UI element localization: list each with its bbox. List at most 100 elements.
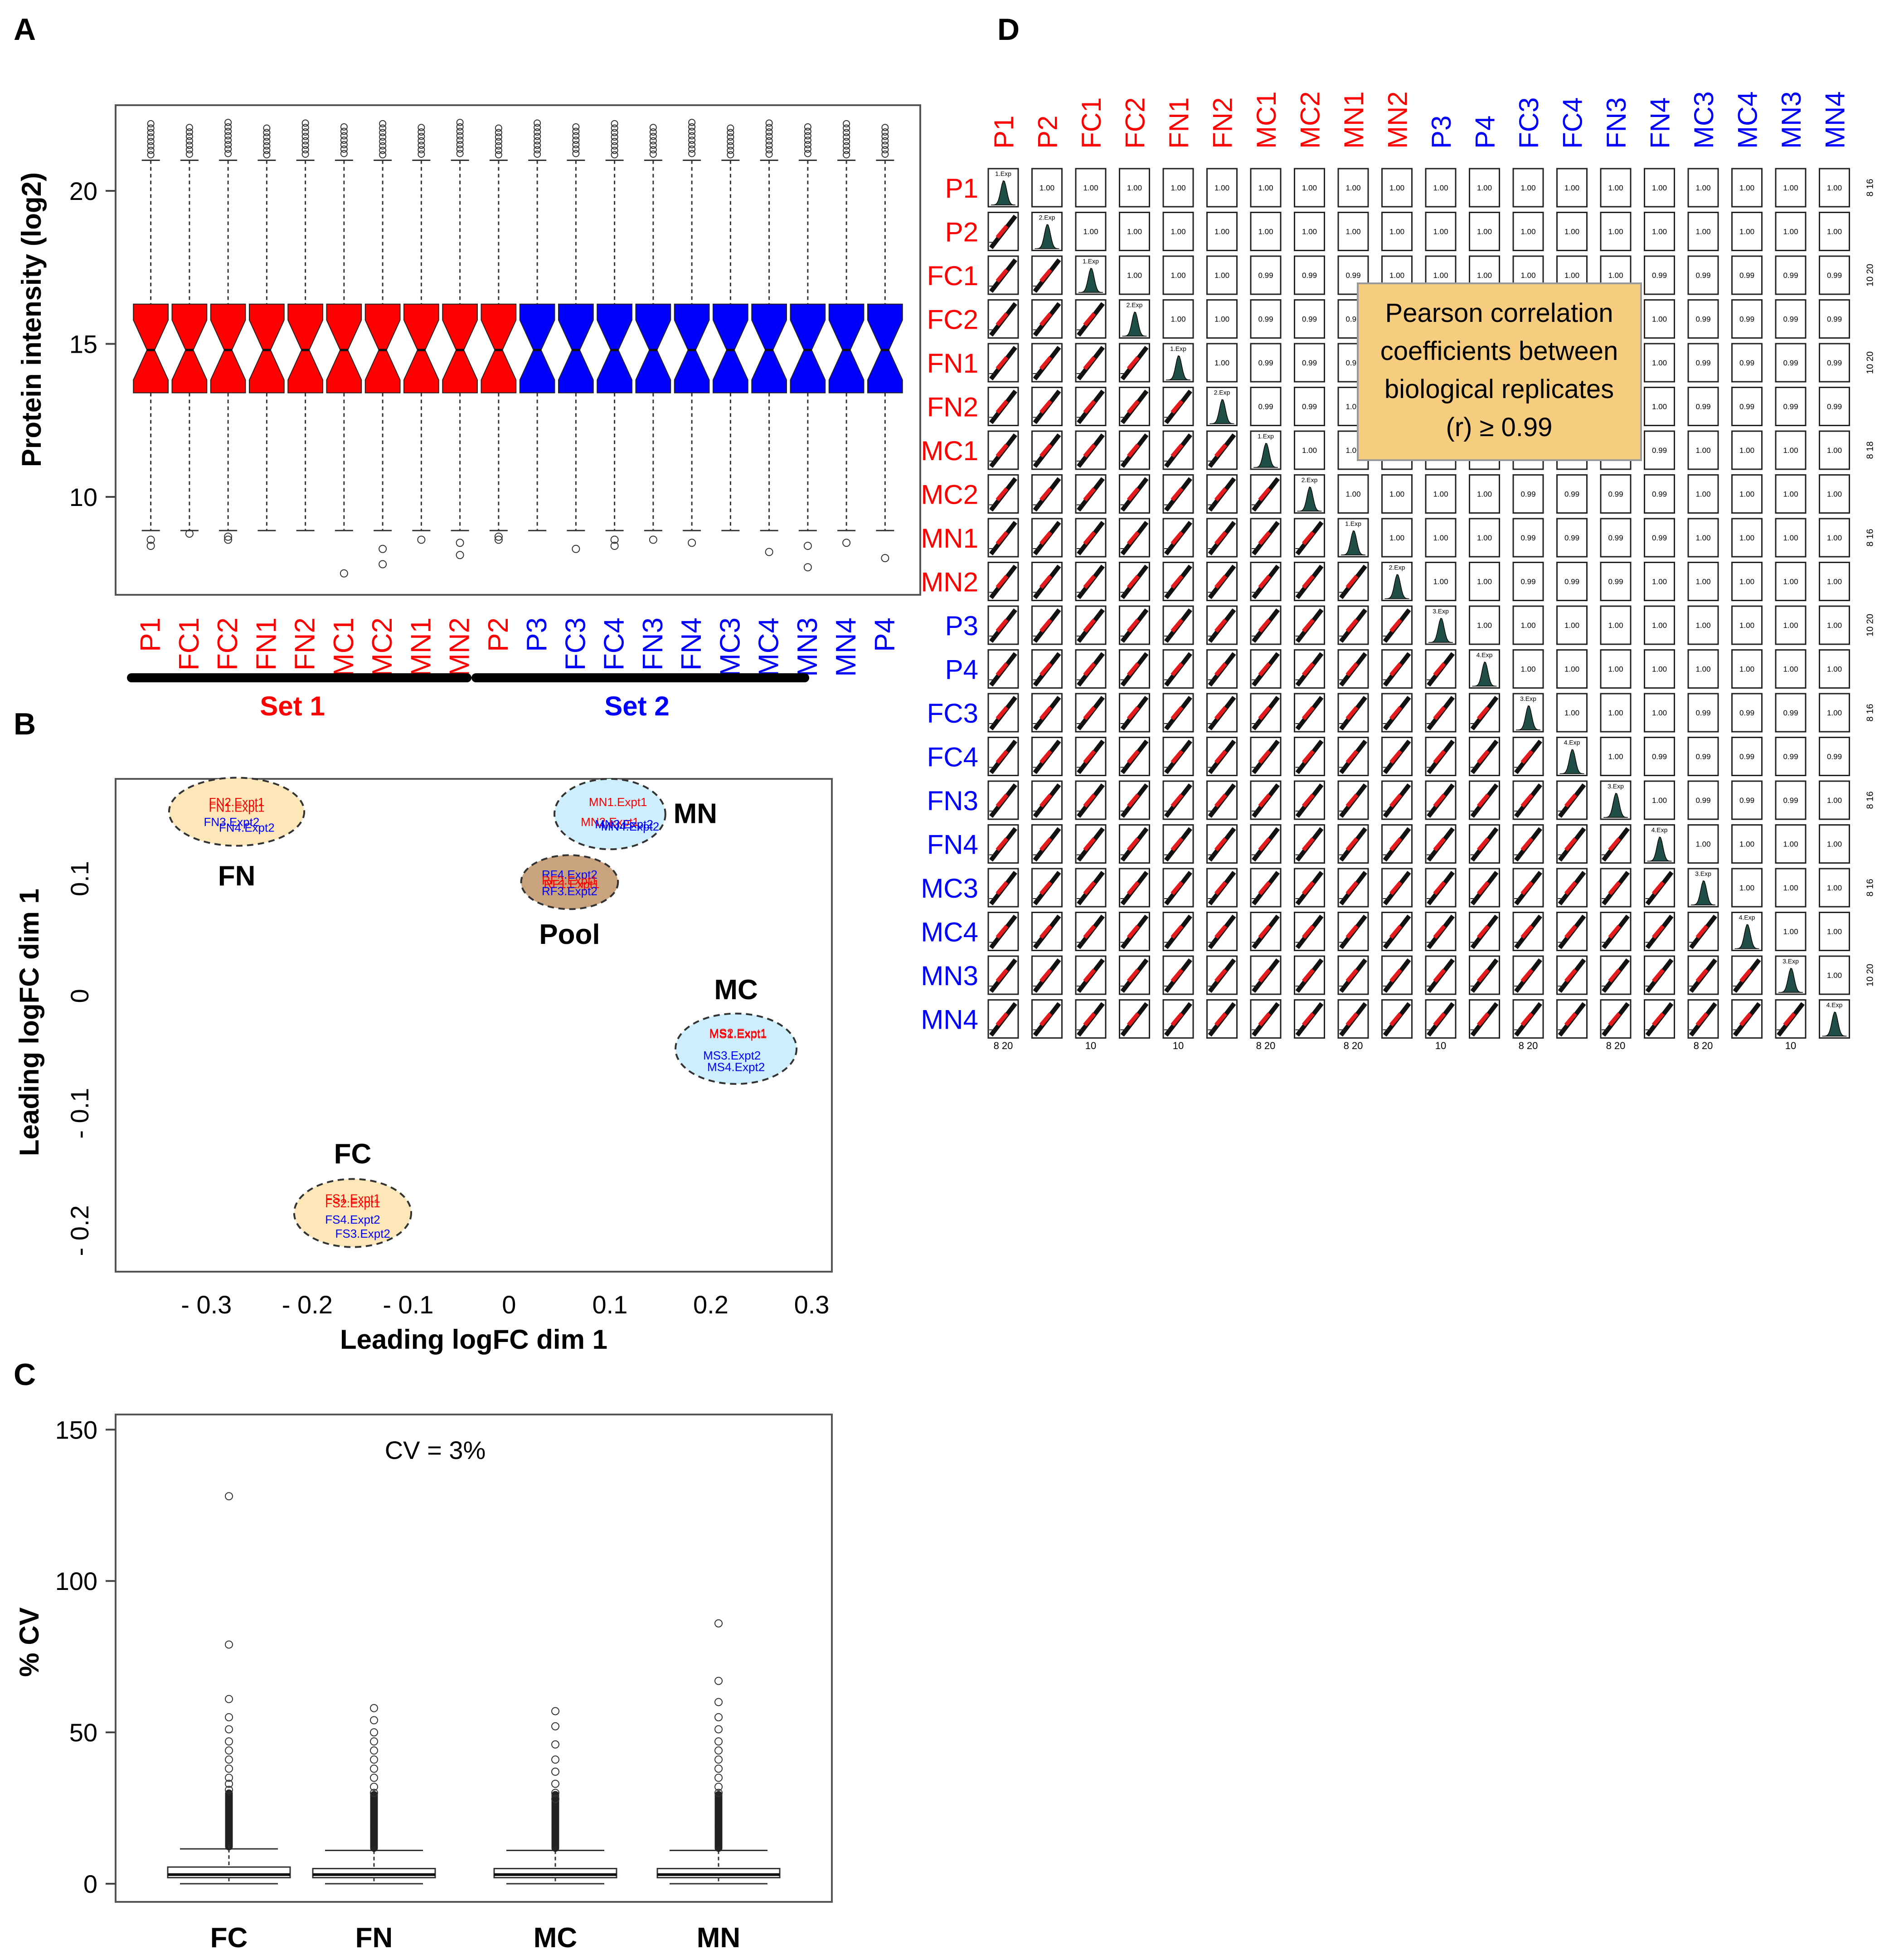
outlier-point (881, 132, 889, 140)
pairs-bottom-axis-label: 8 20 (1694, 1040, 1713, 1051)
correlation-value: 1.00 (1433, 534, 1448, 542)
outlier-point (843, 124, 850, 132)
diagonal-label: 2.Exp (1302, 476, 1318, 484)
outlier-point (534, 119, 541, 127)
scatter-fit-line (1171, 837, 1184, 851)
outlier-point (370, 1789, 378, 1797)
sample-label: MN3 (792, 617, 823, 677)
panel-d-pairs-matrix: P1 P1 1.Exp 1.00 1.00 1.00 1.00 1.00 1.00 1.00 1.0… (921, 91, 1875, 1051)
pairs-cell (1600, 605, 1632, 645)
outlier-point (225, 1746, 233, 1755)
scatter-fit-line (1345, 881, 1359, 895)
scatter-fit-line (1302, 793, 1315, 808)
outlier-point (551, 1707, 559, 1716)
correlation-value: 1.00 (1695, 534, 1710, 542)
outlier-point (418, 124, 425, 131)
pairs-row-label: FC3 (927, 698, 978, 729)
pairs-cell (1381, 212, 1413, 251)
pairs-col-label: FN1 (1164, 97, 1194, 149)
outlier-point (495, 124, 502, 132)
scatter-fit-line (1083, 399, 1096, 414)
correlation-value: 1.00 (1564, 228, 1579, 236)
diagonal-label: 4.Exp (1651, 826, 1668, 834)
correlation-value: 1.00 (1433, 578, 1448, 586)
outlier-point (572, 127, 580, 135)
scatter-fit-line (1433, 706, 1446, 720)
scatter-fit-line (1302, 618, 1315, 633)
scatter-fit-line (1345, 662, 1359, 676)
correlation-value: 0.99 (1520, 578, 1535, 586)
pairs-cell (1775, 562, 1807, 601)
outlier-point (551, 1789, 559, 1797)
outlier-point (611, 146, 618, 154)
correlation-value: 1.00 (1739, 490, 1754, 499)
pairs-cell (1337, 518, 1369, 558)
sample-point-label: FN3.Expt2 (204, 815, 260, 829)
correlation-value: 1.00 (1477, 621, 1492, 630)
scatter-fit-line (1345, 706, 1359, 720)
sample-point-label: FN2.Expt1 (209, 795, 265, 809)
sample-point-label: MS1.Expt1 (709, 1027, 767, 1041)
correlation-value: 0.99 (1695, 271, 1710, 280)
pairs-cell (1687, 168, 1719, 208)
outlier-point (765, 146, 773, 154)
scatter-fit-line (1214, 487, 1227, 501)
scatter-fit-line (996, 356, 1009, 370)
outlier-point (495, 129, 502, 136)
density-curve (1822, 1011, 1847, 1037)
outlier-point (804, 145, 811, 153)
pairs-cell (1556, 168, 1588, 208)
scatter-fit-line (1564, 881, 1577, 895)
correlation-value: 1.00 (1739, 621, 1754, 630)
scatter-fit-line (1083, 618, 1096, 633)
outlier-point (225, 1774, 233, 1782)
notched-box (442, 303, 478, 394)
pairs-row-label: FN2 (927, 392, 978, 423)
correlation-value: 1.00 (1827, 621, 1842, 630)
cv-box (656, 1868, 781, 1879)
sample-point-label: RF1.Expt1 (544, 877, 599, 891)
density-curve (1122, 311, 1147, 337)
pairs-cell (1119, 168, 1150, 208)
diagonal-label: 1.Exp (1258, 433, 1274, 440)
pairs-cell (1469, 168, 1500, 208)
correlation-value: 0.99 (1652, 490, 1667, 499)
scatter-fit-line (1608, 837, 1621, 851)
outlier-point (804, 150, 811, 157)
notched-box (403, 303, 439, 394)
notched-box (790, 303, 826, 394)
scatter-fit-line (996, 924, 1009, 939)
correlation-value: 1.00 (1652, 621, 1667, 630)
pairs-col-label: FC2 (1120, 97, 1151, 149)
outlier-point (225, 1779, 233, 1788)
correlation-value: 1.00 (1127, 271, 1142, 280)
density-curve (1559, 749, 1584, 774)
correlation-value: 0.99 (1695, 403, 1710, 411)
density-curve (1472, 661, 1497, 687)
pairs-row-label: FC2 (927, 305, 978, 335)
group-ellipse-pool (520, 854, 619, 910)
pairs-cell (1644, 562, 1675, 601)
outlier-point (843, 120, 850, 127)
notched-box (210, 303, 246, 394)
pairs-col-label: P2 (1033, 116, 1063, 149)
pairs-row-label: MN1 (921, 523, 978, 554)
outlier-point (714, 1746, 723, 1755)
pairs-right-axis-label: 10 20 (1865, 964, 1875, 987)
outlier-point (225, 1725, 233, 1734)
correlation-value: 0.99 (1739, 315, 1754, 324)
pairs-cell (1687, 212, 1719, 251)
outlier-point (610, 535, 619, 544)
scatter-fit-line (1171, 399, 1184, 414)
correlation-value: 1.00 (1214, 359, 1229, 367)
outlier-point (572, 132, 580, 140)
outlier-point (881, 151, 889, 158)
pairs-cell (1731, 212, 1763, 251)
scatter-fit-line (1083, 487, 1096, 501)
outlier-point (301, 119, 309, 127)
sample-point-label: MN3.Expt2 (595, 817, 653, 831)
correlation-value: 0.99 (1258, 359, 1273, 367)
outlier-point (301, 141, 309, 149)
scatter-fit-line (1083, 749, 1096, 764)
pairs-cell (1731, 737, 1763, 776)
